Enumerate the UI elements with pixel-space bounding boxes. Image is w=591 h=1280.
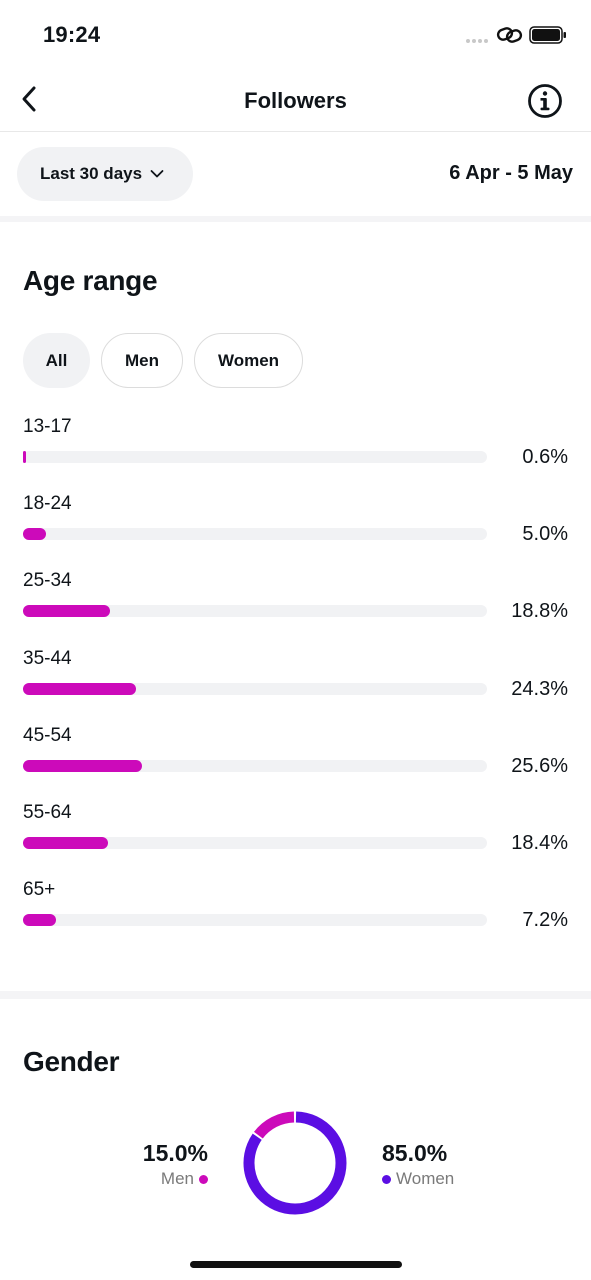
age-bar-fill (23, 682, 136, 695)
home-indicator (190, 1261, 402, 1268)
chevron-left-icon (22, 86, 36, 112)
age-filter-group: All Men Women (23, 333, 303, 388)
link-icon (496, 27, 523, 43)
page-title: Followers (244, 88, 347, 113)
age-label: 18-24 (23, 493, 72, 515)
nav-bar: Followers (0, 70, 591, 132)
age-value: 25.6% (511, 754, 568, 777)
age-value: 24.3% (511, 677, 568, 700)
age-value: 7.2% (522, 909, 568, 932)
age-value: 18.8% (511, 600, 568, 623)
age-label: 13-17 (23, 416, 72, 437)
age-label: 25-34 (23, 570, 72, 592)
age-row: 45-54 25.6% (23, 725, 568, 785)
age-bar-track (23, 837, 487, 849)
age-bar-track (23, 605, 487, 618)
age-row: 35-44 24.3% (23, 648, 568, 708)
women-percentage: 85.0% (382, 1140, 448, 1166)
age-bar-track (23, 914, 487, 927)
gender-women-stat: 85.0% Women (382, 1140, 454, 1189)
section-divider (0, 991, 591, 999)
filter-men[interactable]: Men (101, 333, 183, 388)
gender-title: Gender (23, 1046, 120, 1077)
date-range-bar: Last 30 days 6 Apr - 5 May (0, 132, 591, 216)
date-range-text: 6 Apr - 5 May (449, 162, 573, 184)
men-label: Men (160, 1169, 194, 1188)
back-button[interactable] (14, 82, 44, 116)
chevron-down-icon (150, 170, 164, 178)
gender-men-stat: 15.0% Men (143, 1140, 208, 1189)
age-bar-track (23, 451, 487, 463)
age-value: 0.6% (522, 446, 568, 468)
age-bar-track (23, 759, 487, 772)
info-icon[interactable] (526, 82, 564, 120)
women-label: Women (396, 1169, 455, 1188)
age-row: 65+ 7.2% (23, 879, 568, 939)
donut-slice-men (254, 1111, 295, 1139)
men-legend-dot (199, 1174, 208, 1184)
age-row: 55-64 18.4% (23, 802, 568, 862)
age-bar-fill (23, 605, 111, 618)
battery-icon (529, 26, 566, 44)
age-bar-fill (23, 528, 47, 541)
signal-icon (466, 39, 488, 43)
donut-slice-women (243, 1111, 347, 1215)
age-bar-fill (23, 759, 142, 772)
age-label: 65+ (23, 879, 56, 901)
age-row: 25-34 18.8% (23, 570, 568, 630)
section-divider (0, 216, 591, 222)
age-label: 55-64 (23, 802, 72, 823)
age-row: 13-17 0.6% (23, 416, 568, 476)
men-percentage: 15.0% (142, 1140, 208, 1166)
filter-all[interactable]: All (23, 333, 90, 388)
gender-donut (243, 1111, 347, 1215)
age-label: 35-44 (23, 647, 72, 669)
age-bar-track (23, 682, 487, 695)
age-row: 18-24 5.0% (23, 493, 568, 553)
age-value: 5.0% (522, 523, 568, 546)
range-selector[interactable]: Last 30 days (17, 147, 193, 201)
status-bar: 19:24 (0, 0, 591, 70)
age-bar-fill (23, 451, 26, 463)
age-range-title: Age range (23, 265, 158, 296)
women-legend-dot (382, 1174, 391, 1184)
age-bar-fill (23, 837, 109, 849)
age-bar-track (23, 528, 487, 541)
age-bar-fill (23, 914, 57, 927)
range-selector-label: Last 30 days (40, 164, 143, 183)
gender-chart: 15.0% Men 85.0% Women (0, 1100, 591, 1230)
age-label: 45-54 (23, 724, 72, 746)
filter-women[interactable]: Women (194, 333, 303, 388)
status-time: 19:24 (43, 22, 101, 47)
age-value: 18.4% (511, 832, 568, 854)
